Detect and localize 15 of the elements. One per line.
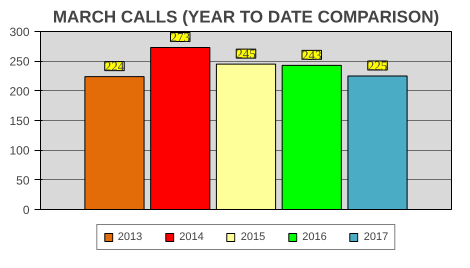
data-label: 243	[302, 47, 322, 62]
legend-label: 2015	[240, 231, 266, 243]
legend-label: 2017	[364, 231, 388, 243]
chart-title: MARCH CALLS (YEAR TO DATE COMPARISON)	[52, 8, 440, 26]
y-tick-label: 300	[9, 25, 30, 39]
y-tick-label: 250	[9, 54, 30, 69]
y-tick-label: 150	[9, 114, 30, 128]
y-tick-label: 50	[16, 173, 30, 188]
y-tick-label: 200	[9, 84, 30, 98]
legend-label: 2016	[302, 231, 327, 243]
legend-label: 2013	[118, 231, 142, 243]
legend-label: 2014	[179, 231, 204, 243]
data-label: 273	[170, 30, 190, 45]
y-tick-label: 0	[22, 203, 30, 217]
y-tick-label: 100	[9, 144, 30, 158]
